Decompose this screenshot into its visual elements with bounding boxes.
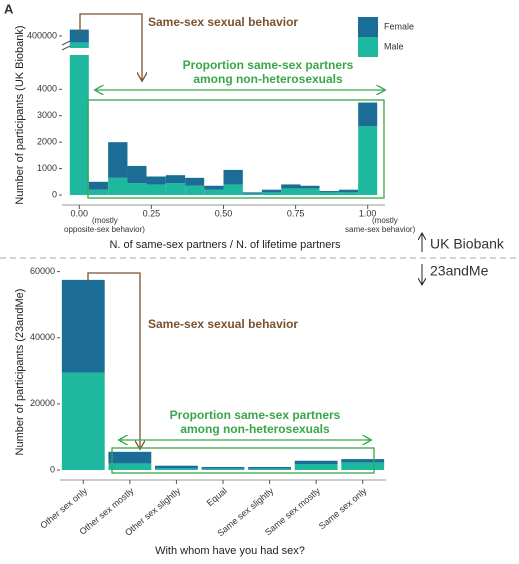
bar-segment [358,126,378,195]
bar-segment [146,176,166,185]
y-tick-label: 2000 [37,137,57,147]
y-tick-label: 1000 [37,163,57,173]
annotation-box [111,447,375,474]
x-tick-label: 0.00 [71,208,89,218]
bar-segment [248,468,291,470]
bar-segment [341,462,385,470]
bar-segment [294,464,338,470]
bar-segment [204,185,224,190]
annotation-arrow [79,13,142,80]
annotation: among non-heterosexuals [180,422,330,436]
panel-label: A [4,1,14,16]
annotation-arrow [87,272,140,448]
bar-segment [69,55,89,195]
bar-segment [319,191,339,193]
bar-segment [108,177,128,195]
bar-segment [88,189,109,195]
annotation: among non-heterosexuals [193,72,343,86]
bar-segment [88,181,109,190]
annotation: same-sex behavior) [345,225,416,234]
bar-segment [261,192,282,195]
bar-segment [358,102,378,127]
y-tick-label: 4000 [37,84,57,94]
y-tick-label: 40000 [30,332,55,342]
x-tick-label: Equal [205,486,229,508]
x-axis-label: N. of same-sex partners / N. of lifetime… [109,239,341,251]
y-tick-label: 0 [50,464,55,474]
bar-segment [127,183,147,195]
bar-segment [108,451,152,464]
x-tick-label: 0.75 [287,208,305,218]
legend-swatch [358,37,378,57]
bar-segment [61,279,105,373]
bar-segment [146,184,166,195]
annotation: Proportion same-sex partners [183,58,354,72]
annotation-box [87,99,385,199]
bar-segment [281,184,301,189]
bar-segment [223,184,243,195]
bar-segment [155,468,198,470]
x-tick-label: Other sex only [38,485,89,530]
y-axis-label: Number of participants (23andMe) [14,289,26,456]
bar-segment [338,192,359,195]
y-tick-label: 400000 [27,30,57,40]
x-tick-label: 1.00 [359,208,377,218]
bar-segment [319,192,339,195]
annotation: (mostly [92,216,118,225]
cohort-label: UK Biobank [430,236,505,252]
bar-segment [201,468,245,470]
bar-segment [294,460,338,465]
x-tick-label: 0.25 [143,208,161,218]
annotation: (mostly [372,216,398,225]
y-tick-label: 0 [52,189,57,199]
legend-label: Male [384,41,404,51]
bar-segment [281,188,301,195]
bar-segment [127,165,147,184]
bar-segment [242,192,262,194]
x-tick-label: 0.50 [215,208,233,218]
bar-segment [300,185,320,189]
bar-segment [341,459,385,463]
bar-segment [61,372,105,470]
annotation: opposite-sex behavior) [64,225,145,234]
bar-segment [108,463,152,470]
y-tick-label: 20000 [30,398,55,408]
annotation: Same-sex sexual behavior [148,15,298,29]
legend-label: Female [384,21,414,31]
y-axis-label: Number of participants (UK Biobank) [14,25,26,204]
bar-segment [338,189,359,193]
bar-segment [108,142,128,178]
x-tick-label: Same sex only [317,485,369,531]
bar-segment [242,193,262,195]
annotation: Proportion same-sex partners [170,408,341,422]
x-axis-label: With whom have you had sex? [155,545,305,557]
y-tick-label: 3000 [37,110,57,120]
bar-segment [165,183,186,195]
bar-segment [248,467,291,469]
bar-segment [300,188,320,195]
bar-segment [69,29,89,43]
bar-segment [185,185,205,195]
bar-segment [201,467,245,469]
bar-segment [185,177,205,186]
bar-segment [204,189,224,195]
bar-segment [223,169,243,185]
cohort-label: 23andMe [430,263,489,279]
bar-segment [165,175,186,184]
axis-break [61,40,71,51]
bar-segment [69,42,89,48]
annotation: Same-sex sexual behavior [148,317,298,331]
legend-swatch [358,17,378,37]
bar-segment [155,465,198,469]
y-tick-label: 60000 [30,266,55,276]
bar-segment [261,189,282,193]
